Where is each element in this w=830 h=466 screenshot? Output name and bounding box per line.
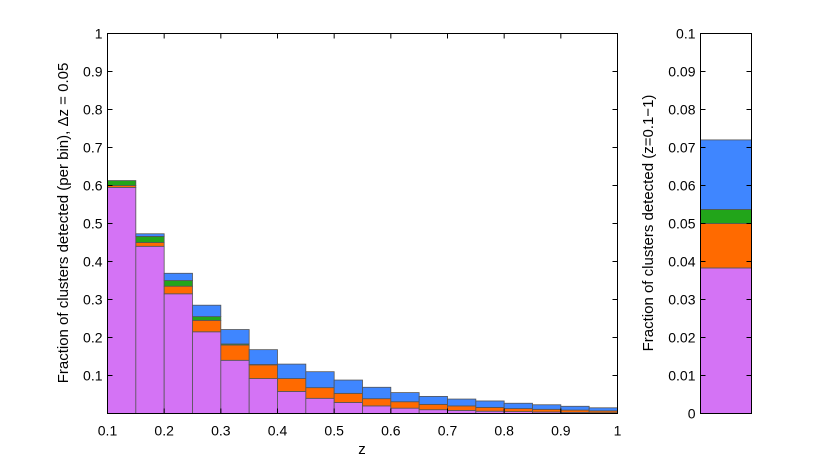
bar-bin-10-series-3 (390, 392, 420, 403)
main-x-tick-label-5: 0.6 (381, 423, 401, 439)
bar-bin-6-series-3 (277, 363, 307, 379)
bar-bin-5-series-1 (248, 364, 278, 379)
bar-bin-3-series-1 (192, 319, 222, 333)
bar-bin-3-series-0 (192, 331, 222, 414)
bar-bin-10-series-0 (390, 407, 420, 414)
summary-bar-series-1 (700, 223, 752, 269)
bar-bin-13-series-1 (475, 407, 505, 412)
bar-bin-2-series-3 (163, 272, 193, 281)
bar-bin-6-series-1 (277, 378, 307, 392)
main-bars (107, 180, 618, 414)
bar-bin-10-series-1 (390, 401, 420, 409)
bar-bin-11-series-3 (418, 395, 448, 405)
bar-bin-5-series-0 (248, 378, 278, 414)
main-x-tick-label-0: 0.1 (98, 423, 118, 439)
summary-y-tick-label-0: 0 (688, 406, 696, 422)
summary-y-ticks: 0 0.01 0.02 0.03 0.04 0.05 0.06 0.07 0.08 0.09 0.1 (668, 26, 752, 422)
summary-bars (700, 139, 752, 414)
main-y-tick-label-3: 0.4 (83, 254, 103, 270)
bar-bin-17-series-3 (588, 407, 618, 412)
bar-bin-7-series-1 (305, 387, 335, 399)
summary-y-tick-label-5: 0.05 (668, 216, 695, 232)
bar-bin-8-series-3 (333, 379, 363, 394)
summary-y-tick-label-8: 0.08 (668, 102, 695, 118)
bar-bin-6-series-0 (277, 391, 307, 414)
bar-bin-4-series-3 (220, 329, 250, 345)
main-y-tick-label-8: 0.9 (83, 64, 103, 80)
main-y-tick-label-7: 0.8 (83, 102, 103, 118)
summary-bar-series-3 (700, 139, 752, 210)
main-y-tick-label-1: 0.2 (83, 330, 103, 346)
main-y-tick-label-6: 0.7 (83, 140, 103, 156)
main-y-axis-label: Fraction of clusters detected (per bin),… (55, 63, 72, 384)
bar-bin-2-series-2 (163, 280, 193, 287)
summary-y-tick-label-9: 0.09 (668, 64, 695, 80)
main-x-tick-label-2: 0.3 (211, 423, 231, 439)
summary-y-axis-label: Fraction of clusters detected (z=0.1−1) (640, 95, 657, 352)
bar-bin-9-series-3 (362, 386, 392, 400)
main-x-tick-label-6: 0.7 (438, 423, 458, 439)
summary-y-tick-label-6: 0.06 (668, 178, 695, 194)
main-x-tick-label-4: 0.5 (324, 423, 344, 439)
summary-bar-series-2 (700, 209, 752, 224)
bar-bin-7-series-3 (305, 371, 335, 389)
bar-bin-1-series-0 (135, 245, 165, 414)
summary-y-tick-label-3: 0.03 (668, 292, 695, 308)
main-x-tick-label-9: 1 (614, 423, 622, 439)
bar-bin-2-series-0 (163, 293, 193, 414)
bar-bin-8-series-1 (333, 392, 363, 403)
main-histogram-panel: 0.1 0.2 0.3 0.4 0.5 0.6 0.7 0.8 0.9 1 0.10.20.30.… (55, 26, 622, 459)
main-x-tick-label-1: 0.2 (154, 423, 174, 439)
main-x-axis-label: z (358, 441, 366, 458)
bar-bin-12-series-3 (447, 398, 477, 407)
bar-bin-9-series-0 (362, 405, 392, 414)
bar-bin-7-series-0 (305, 397, 335, 414)
bar-bin-12-series-1 (447, 405, 477, 411)
bar-bin-0-series-2 (107, 180, 137, 186)
bar-bin-14-series-3 (503, 402, 533, 409)
main-x-tick-label-7: 0.8 (494, 423, 514, 439)
main-y-tick-label-4: 0.5 (83, 216, 103, 232)
summary-y-tick-label-2: 0.02 (668, 330, 695, 346)
summary-bar-panel: 0 0.01 0.02 0.03 0.04 0.05 0.06 0.07 0.08 0.09 0.1… (640, 26, 752, 422)
bar-bin-2-series-1 (163, 285, 193, 295)
main-x-tick-label-3: 0.4 (268, 423, 288, 439)
summary-y-tick-label-1: 0.01 (668, 368, 695, 384)
bar-bin-13-series-3 (475, 400, 505, 408)
summary-y-tick-label-4: 0.04 (668, 254, 695, 270)
bar-bin-14-series-1 (503, 408, 533, 412)
bar-bin-1-series-1 (135, 242, 165, 247)
main-x-tick-label-8: 0.9 (551, 423, 571, 439)
bar-bin-0-series-0 (107, 186, 137, 414)
bar-bin-9-series-1 (362, 398, 392, 407)
main-y-tick-label-9: 1 (95, 26, 103, 42)
bar-bin-1-series-3 (135, 233, 165, 237)
summary-y-tick-label-10: 0.1 (676, 26, 696, 42)
summary-y-tick-label-7: 0.07 (668, 140, 695, 156)
bar-bin-3-series-3 (192, 304, 222, 318)
bar-bin-15-series-3 (532, 404, 562, 410)
bar-bin-11-series-0 (418, 409, 448, 414)
main-y-tick-label-2: 0.3 (83, 292, 103, 308)
bar-bin-3-series-2 (192, 316, 222, 321)
main-y-ticks: 0.1 0.2 0.3 0.4 0.5 0.6 0.7 0.8 0.9 1 (83, 26, 618, 384)
bar-bin-4-series-1 (220, 344, 250, 361)
main-y-tick-label-0: 0.1 (83, 368, 103, 384)
main-y-tick-label-5: 0.6 (83, 178, 103, 194)
summary-bar-series-0 (700, 267, 752, 414)
bar-bin-1-series-2 (135, 236, 165, 243)
bar-bin-4-series-0 (220, 359, 250, 414)
bar-bin-8-series-0 (333, 402, 363, 414)
main-x-ticks: 0.1 0.2 0.3 0.4 0.5 0.6 0.7 0.8 0.9 1 (98, 33, 622, 439)
bar-bin-11-series-1 (418, 403, 448, 411)
bar-bin-5-series-3 (248, 349, 278, 365)
bar-bin-16-series-3 (560, 405, 590, 411)
